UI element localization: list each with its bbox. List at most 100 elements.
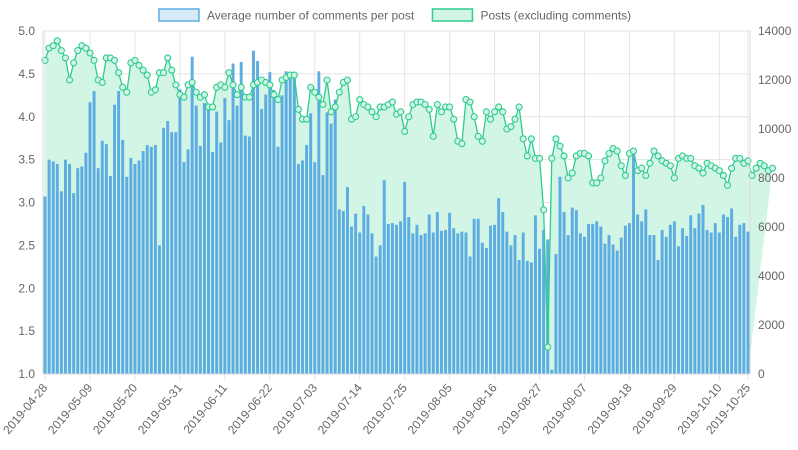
bar-avg-comments[interactable] (145, 145, 149, 374)
bar-avg-comments[interactable] (341, 211, 345, 374)
bar-avg-comments[interactable] (636, 214, 640, 374)
posts-point[interactable] (290, 71, 298, 79)
bar-avg-comments[interactable] (239, 61, 243, 375)
bar-avg-comments[interactable] (211, 151, 215, 374)
bar-avg-comments[interactable] (517, 259, 521, 374)
bar-avg-comments[interactable] (611, 244, 615, 374)
bar-avg-comments[interactable] (223, 97, 227, 374)
posts-point[interactable] (303, 115, 311, 123)
posts-point[interactable] (670, 174, 678, 182)
bar-avg-comments[interactable] (489, 225, 492, 374)
posts-point[interactable] (540, 206, 548, 214)
posts-point[interactable] (229, 81, 237, 89)
bar-avg-comments[interactable] (47, 159, 51, 374)
bar-avg-comments[interactable] (296, 163, 300, 374)
bar-avg-comments[interactable] (80, 166, 84, 374)
bar-avg-comments[interactable] (717, 232, 721, 374)
posts-point[interactable] (486, 115, 495, 123)
posts-point[interactable] (294, 105, 302, 113)
bar-avg-comments[interactable] (448, 212, 452, 374)
bar-avg-comments[interactable] (619, 237, 623, 374)
bar-avg-comments[interactable] (423, 233, 427, 374)
bar-avg-comments[interactable] (309, 113, 313, 374)
bar-avg-comments[interactable] (68, 163, 72, 374)
posts-point[interactable] (548, 154, 556, 162)
bar-avg-comments[interactable] (505, 231, 509, 374)
posts-point[interactable] (41, 56, 49, 64)
bar-avg-comments[interactable] (121, 139, 125, 374)
bar-avg-comments[interactable] (533, 215, 537, 374)
bar-avg-comments[interactable] (493, 224, 497, 374)
bar-avg-comments[interactable] (104, 144, 108, 374)
bar-avg-comments[interactable] (198, 145, 202, 374)
posts-point[interactable] (237, 83, 245, 91)
bar-avg-comments[interactable] (587, 223, 591, 374)
posts-point[interactable] (425, 105, 433, 113)
bar-avg-comments[interactable] (558, 176, 562, 374)
bar-avg-comments[interactable] (468, 256, 472, 374)
posts-point[interactable] (478, 137, 486, 145)
bar-avg-comments[interactable] (411, 233, 415, 374)
posts-point[interactable] (695, 164, 703, 172)
bar-avg-comments[interactable] (484, 247, 488, 374)
bar-avg-comments[interactable] (129, 157, 133, 374)
bar-avg-comments[interactable] (108, 175, 112, 374)
posts-point[interactable] (221, 83, 229, 91)
posts-point[interactable] (744, 157, 752, 165)
bar-avg-comments[interactable] (386, 223, 390, 374)
bar-avg-comments[interactable] (652, 235, 656, 374)
bar-avg-comments[interactable] (603, 243, 607, 374)
posts-point[interactable] (405, 113, 413, 121)
posts-point[interactable] (98, 78, 106, 86)
bar-avg-comments[interactable] (509, 245, 513, 374)
bar-avg-comments[interactable] (574, 210, 578, 374)
bar-avg-comments[interactable] (615, 250, 619, 374)
bar-avg-comments[interactable] (730, 208, 734, 374)
legend[interactable]: Average number of comments per post Posts… (158, 8, 631, 23)
bar-avg-comments[interactable] (390, 223, 394, 374)
bar-avg-comments[interactable] (51, 161, 55, 374)
bar-avg-comments[interactable] (153, 145, 157, 374)
bar-avg-comments[interactable] (92, 91, 96, 375)
posts-point[interactable] (335, 88, 343, 96)
bar-avg-comments[interactable] (117, 91, 121, 375)
bar-avg-comments[interactable] (178, 89, 182, 374)
bar-avg-comments[interactable] (305, 145, 309, 374)
posts-point[interactable] (556, 142, 564, 150)
posts-point[interactable] (437, 108, 446, 116)
posts-point[interactable] (629, 147, 638, 155)
bar-avg-comments[interactable] (149, 146, 153, 374)
bar-avg-comments[interactable] (227, 120, 231, 375)
bar-avg-comments[interactable] (738, 224, 742, 374)
posts-point[interactable] (123, 88, 131, 96)
bar-avg-comments[interactable] (113, 104, 116, 375)
posts-point[interactable] (552, 135, 560, 143)
bar-avg-comments[interactable] (697, 213, 701, 374)
posts-point[interactable] (715, 167, 723, 175)
bar-avg-comments[interactable] (460, 231, 464, 374)
posts-point[interactable] (450, 115, 458, 123)
bar-avg-comments[interactable] (292, 72, 296, 374)
bar-avg-comments[interactable] (125, 176, 129, 374)
bar-avg-comments[interactable] (554, 253, 558, 374)
posts-point[interactable] (180, 93, 188, 101)
posts-point[interactable] (470, 113, 478, 121)
posts-point[interactable] (225, 69, 233, 77)
posts-point[interactable] (61, 54, 70, 62)
bar-avg-comments[interactable] (632, 149, 636, 374)
bar-avg-comments[interactable] (251, 50, 255, 374)
posts-point[interactable] (90, 56, 98, 64)
bar-avg-comments[interactable] (677, 246, 680, 374)
bar-avg-comments[interactable] (276, 146, 280, 374)
posts-point[interactable] (752, 164, 760, 172)
posts-point[interactable] (495, 103, 503, 111)
bar-avg-comments[interactable] (313, 162, 317, 374)
posts-point[interactable] (307, 83, 315, 91)
bar-avg-comments[interactable] (76, 168, 80, 374)
posts-point[interactable] (352, 113, 360, 121)
bar-avg-comments[interactable] (435, 211, 439, 374)
posts-point[interactable] (356, 96, 364, 104)
bar-avg-comments[interactable] (382, 180, 386, 374)
posts-point[interactable] (315, 93, 323, 101)
posts-point[interactable] (544, 343, 552, 351)
